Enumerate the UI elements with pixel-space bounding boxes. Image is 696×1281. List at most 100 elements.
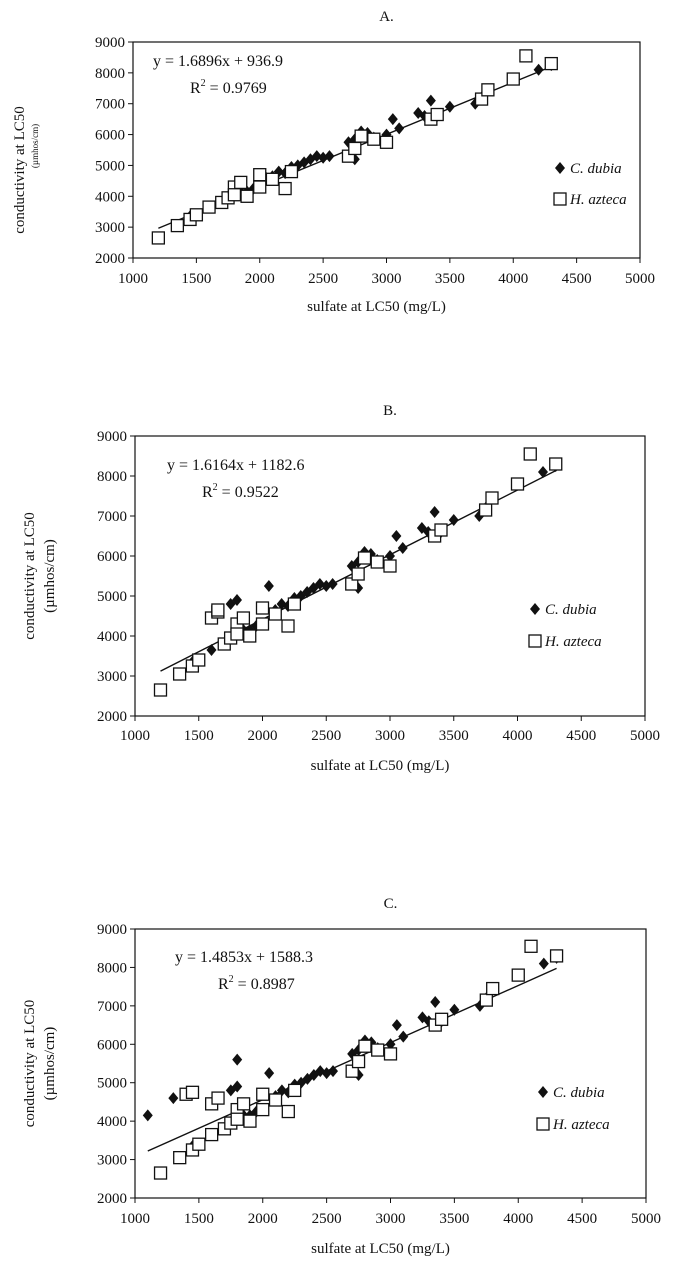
y-tick-label: 9000 [97, 922, 127, 938]
y-tick-label: 4000 [97, 629, 127, 645]
series-h-azteca [151, 49, 558, 245]
data-point-square [281, 1104, 295, 1119]
r-squared-value: = 0.9522 [218, 484, 279, 501]
data-point-square [255, 617, 270, 631]
data-point-square [524, 939, 538, 953]
data-point-diamond [387, 113, 398, 126]
data-point-square [287, 597, 302, 611]
data-point-square [173, 1151, 187, 1165]
x-tick-label: 4500 [562, 271, 592, 287]
y-tick-label: 4000 [95, 189, 125, 205]
x-tick-label: 3500 [439, 728, 469, 744]
x-axis-label: sulfate at LC50 (mg/L) [311, 1241, 450, 1257]
x-tick-label: 2500 [312, 1211, 342, 1227]
legend-label-h-azteca: H. azteca [544, 634, 602, 650]
x-tick-label: 5000 [631, 1211, 661, 1227]
chart-title: C. [384, 896, 398, 912]
x-tick-label: 2000 [248, 728, 278, 744]
x-tick-label: 3500 [439, 1211, 469, 1227]
y-axis-label: conductivity at LC50 [12, 106, 28, 233]
x-tick-label: 3000 [372, 271, 402, 287]
data-point-square [278, 181, 292, 196]
y-tick-label: 9000 [97, 429, 127, 445]
y-tick-label: 8000 [97, 960, 127, 976]
data-point-square [236, 1097, 251, 1111]
data-point-square [211, 603, 225, 617]
data-point-square [430, 107, 444, 122]
data-point-square [351, 567, 365, 581]
data-point-square [479, 993, 493, 1007]
r-squared-value: = 0.8987 [234, 976, 295, 993]
r-squared-exponent: 2 [213, 482, 218, 493]
data-point-square [202, 200, 216, 214]
r-squared-value: = 0.9769 [206, 80, 267, 97]
data-point-diamond [232, 1080, 243, 1093]
y-tick-label: 6000 [97, 549, 127, 565]
data-point-square [265, 172, 280, 186]
x-tick-label: 3500 [435, 271, 465, 287]
data-point-diamond [206, 644, 217, 656]
data-point-square [383, 559, 397, 573]
data-point-diamond [142, 1109, 153, 1122]
data-point-diamond [448, 514, 459, 526]
series-h-azteca [153, 447, 563, 697]
data-point-square [481, 83, 495, 97]
y-tick-label: 6000 [95, 128, 125, 144]
data-point-diamond [327, 578, 338, 590]
x-axis-label: sulfate at LC50 (mg/L) [307, 299, 446, 315]
data-point-square [256, 1102, 270, 1117]
x-tick-label: 1000 [118, 271, 148, 287]
chart-panel-b: B. 2000 3000 4000 5000 6000 7000 8000 9000 1000 15… [22, 403, 660, 774]
x-axis-label: sulfate at LC50 (mg/L) [311, 758, 450, 774]
legend-diamond-icon [538, 1086, 548, 1098]
y-tick-label: 7000 [97, 999, 127, 1015]
data-point-square [243, 1114, 257, 1128]
y-axis-label: conductivity at LC50 [22, 1000, 38, 1127]
legend: C. dubia H. azteca [536, 1085, 610, 1133]
data-point-square [253, 168, 267, 182]
data-point-diamond [397, 542, 408, 554]
x-tick-label: 4000 [503, 1211, 533, 1227]
legend-label-c-dubia: C. dubia [545, 602, 597, 618]
x-tick-label: 3000 [376, 1211, 406, 1227]
x-tick-label: 1500 [184, 728, 214, 744]
data-point-square [478, 503, 493, 517]
r-squared-label: R [190, 80, 201, 97]
x-tick-label: 5000 [630, 728, 660, 744]
data-point-diamond [425, 94, 436, 107]
r-squared: R2 = 0.9769 [190, 78, 267, 97]
legend-label-h-azteca: H. azteca [552, 1117, 610, 1133]
series-c-dubia [142, 951, 562, 1153]
chart-panel-c: C. 2000 3000 4000 5000 6000 7000 8000 9000 1000 15… [22, 896, 661, 1257]
data-point-diamond [538, 957, 549, 970]
x-tick-label: 4000 [503, 728, 533, 744]
data-point-square [236, 611, 251, 625]
x-tick-label: 1500 [181, 271, 211, 287]
data-point-diamond [430, 996, 441, 1009]
x-tick-label: 1000 [120, 728, 150, 744]
data-point-square [434, 523, 448, 537]
y-axis-unit: (µmhos/cm) [30, 124, 40, 168]
data-point-square [189, 208, 204, 222]
regression-equation: y = 1.6164x + 1182.6 [167, 457, 304, 474]
legend-label-c-dubia: C. dubia [553, 1085, 605, 1101]
legend-square-icon [536, 1117, 550, 1131]
data-point-diamond [533, 63, 544, 76]
data-point-square [211, 1091, 225, 1105]
data-point-square [153, 683, 168, 697]
data-point-square [256, 1087, 270, 1101]
legend: C. dubia H. azteca [528, 602, 602, 650]
data-point-square [367, 132, 381, 146]
data-point-square [234, 175, 248, 190]
x-tick-label: 2000 [248, 1211, 278, 1227]
r-squared-exponent: 2 [229, 974, 234, 985]
data-point-square [192, 653, 206, 667]
y-tick-label: 3000 [95, 220, 125, 236]
data-point-square [268, 1093, 283, 1107]
data-point-square [383, 1047, 398, 1061]
x-tick-label: 1000 [120, 1211, 150, 1227]
data-point-square [434, 1012, 449, 1026]
data-point-square [348, 141, 362, 156]
y-tick-label: 7000 [95, 97, 125, 113]
